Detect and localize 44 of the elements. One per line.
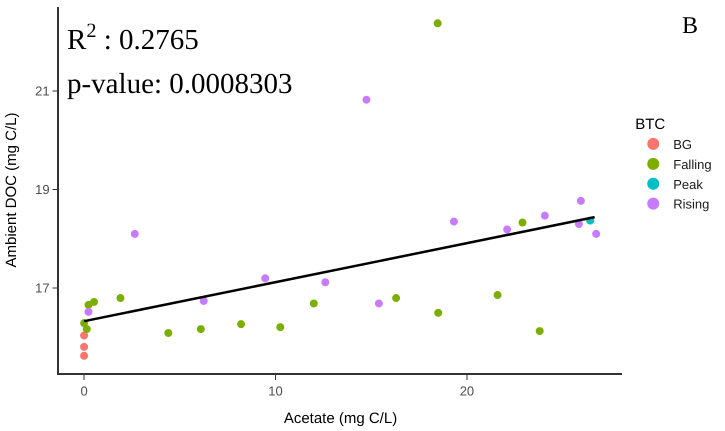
y-tick-label: 21 bbox=[35, 83, 50, 98]
point bbox=[503, 225, 512, 234]
point bbox=[310, 299, 318, 308]
point bbox=[116, 294, 124, 302]
point bbox=[276, 323, 284, 332]
point bbox=[434, 19, 442, 28]
point bbox=[592, 230, 600, 238]
y-tick-label: 17 bbox=[35, 280, 50, 296]
legend-label: Peak bbox=[673, 176, 704, 192]
point bbox=[82, 325, 91, 334]
point bbox=[84, 308, 92, 316]
point bbox=[80, 352, 88, 360]
x-tick-label: 0 bbox=[80, 383, 88, 398]
legend-label: Falling bbox=[673, 156, 712, 172]
y-axis-title: Ambient DOC (mg C/L) bbox=[2, 112, 20, 268]
point bbox=[536, 327, 544, 336]
point bbox=[540, 212, 549, 220]
x-tick-label: 20 bbox=[460, 383, 474, 398]
point bbox=[362, 96, 370, 104]
annotation: R$^{2}$ : 0.2765 bbox=[67, 20, 199, 56]
x-tick-label: 10 bbox=[268, 383, 283, 398]
point bbox=[494, 291, 502, 300]
point bbox=[392, 294, 400, 302]
point bbox=[576, 196, 585, 205]
point bbox=[518, 218, 526, 227]
x-axis-title: Acetate (mg C/L) bbox=[284, 410, 398, 427]
point bbox=[261, 274, 270, 282]
legend-label: Rising bbox=[673, 196, 710, 212]
point bbox=[196, 325, 205, 334]
point bbox=[374, 299, 383, 308]
text: B bbox=[682, 13, 698, 39]
point bbox=[80, 342, 88, 351]
point bbox=[164, 329, 172, 338]
point bbox=[450, 218, 458, 226]
annotation: p-value: 0.0008303 bbox=[67, 68, 293, 100]
point bbox=[434, 308, 442, 317]
point bbox=[80, 332, 88, 340]
y-tick-label: 19 bbox=[35, 182, 50, 198]
point bbox=[237, 320, 246, 328]
point bbox=[130, 230, 139, 238]
legend-title: BTC bbox=[635, 116, 666, 133]
point bbox=[321, 278, 330, 286]
point bbox=[90, 298, 98, 306]
legend-label: BG bbox=[673, 137, 692, 152]
